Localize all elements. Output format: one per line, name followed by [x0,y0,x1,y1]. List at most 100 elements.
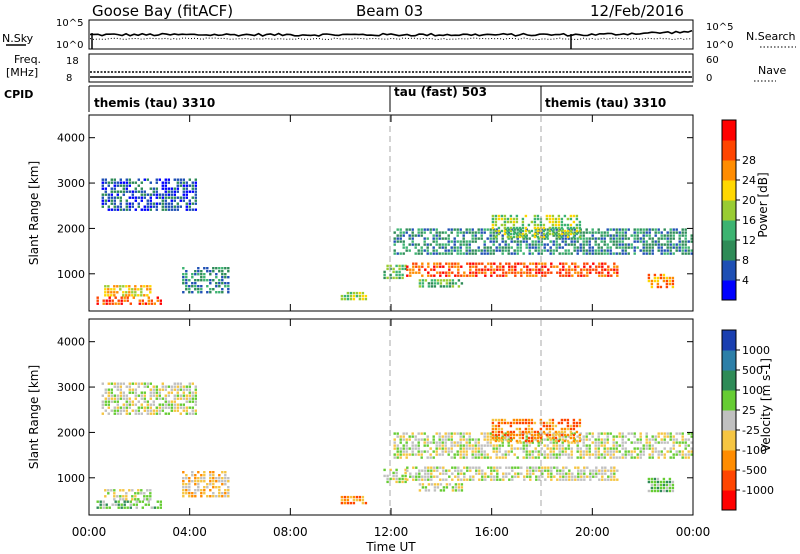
heatmap-cell-band-2 [107,406,110,409]
heatmap-cell-band-6 [681,234,684,237]
heatmap-cell-band-1 [146,285,149,288]
heatmap-cell-band-3 [221,480,224,483]
heatmap-cell-band-3 [182,480,185,483]
heatmap-cell-band-6 [618,450,621,453]
heatmap-cell-band-3 [206,486,209,489]
heatmap-cell-band-6 [657,243,660,246]
heatmap-cell-band-2 [119,205,122,208]
heatmap-cell-band-6 [504,453,507,456]
heatmap-cell-band-6 [522,441,525,444]
heatmap-cell-band-6 [441,441,444,444]
heatmap-cell-band-1 [113,294,116,297]
heatmap-cell-band-6 [606,441,609,444]
heatmap-cell-band-3 [221,267,224,270]
heatmap-cell-band-6 [465,456,468,459]
heatmap-cell-band-10 [665,483,669,487]
heatmap-cell-band-10 [656,279,660,283]
heatmap-cell-band-7 [418,268,421,271]
heatmap-cell-band-6 [495,453,498,456]
heatmap-cell-band-6 [570,252,573,255]
heatmap-cell-band-2 [179,388,182,391]
heatmap-cell-band-6 [489,432,492,435]
heatmap-cell-band-9 [542,226,546,230]
heatmap-cell-band-6 [507,231,510,234]
heatmap-cell-band-2 [152,190,155,193]
heatmap-cell-band-6 [660,438,663,441]
heatmap-cell-band-6 [507,441,510,444]
heatmap-cell-band-2 [164,400,167,403]
heatmap-cell-band-9 [497,217,501,221]
heatmap-cell-band-6 [675,228,678,231]
heatmap-cell-band-1 [122,495,125,498]
heatmap-cell-band-9 [557,217,561,221]
heatmap-cell-band-2 [107,394,110,397]
heatmap-cell-band-3 [194,489,197,492]
heatmap-cell-band-6 [414,444,417,447]
heatmap-cell-band-7 [511,271,514,274]
heatmap-cell-band-6 [456,444,459,447]
time-axis-label: Time UT [365,540,416,554]
heatmap-cell-band-6 [441,435,444,438]
heatmap-cell-band-6 [444,450,447,453]
heatmap-cell-band-6 [636,228,639,231]
heatmap-cell-band-3 [194,273,197,276]
heatmap-cell-band-8 [445,486,449,489]
heatmap-cell-band-6 [543,237,546,240]
heatmap-cell-band-6 [651,240,654,243]
heatmap-cell-band-6 [480,450,483,453]
heatmap-cell-band-0 [141,299,144,302]
heatmap-cell-band-6 [522,432,525,435]
heatmap-cell-band-9 [548,436,552,440]
heatmap-cell-band-9 [566,421,570,425]
heatmap-cell-band-6 [609,447,612,450]
heatmap-cell-band-7 [481,472,484,475]
noise-left-tick-top: 10^5 [56,18,83,29]
heatmap-cell-band-1 [116,495,119,498]
heatmap-cell-band-6 [468,432,471,435]
heatmap-cell-band-7 [562,268,565,271]
heatmap-cell-band-5 [389,477,392,481]
heatmap-cell-band-1 [107,294,110,297]
heatmap-cell-band-6 [465,432,468,435]
heatmap-cell-band-3 [209,495,212,498]
heatmap-cell-band-7 [439,472,442,475]
heatmap-cell-band-0 [126,506,129,509]
heatmap-cell-band-9 [536,439,540,443]
heatmap-cell-band-6 [540,237,543,240]
heatmap-cell-band-7 [478,472,481,475]
heatmap-cell-band-6 [582,456,585,459]
heatmap-cell-band-6 [489,234,492,237]
heatmap-cell-band-6 [633,249,636,252]
heatmap-cell-band-7 [541,271,544,274]
heatmap-cell-band-2 [188,388,191,391]
heatmap-cell-band-6 [678,234,681,237]
heatmap-cell-band-7 [565,478,568,481]
heatmap-cell-band-6 [510,246,513,249]
heatmap-cell-band-6 [615,246,618,249]
heatmap-cell-band-2 [128,406,131,409]
heatmap-cell-band-3 [209,471,212,474]
heatmap-cell-band-0 [132,503,135,506]
heatmap-cell-band-7 [493,262,496,265]
heatmap-cell-band-6 [684,240,687,243]
heatmap-cell-band-6 [537,441,540,444]
heatmap-cell-band-7 [568,271,571,274]
heatmap-cell-band-2 [185,193,188,196]
heatmap-cell-band-2 [170,208,173,211]
heatmap-cell-band-3 [203,477,206,480]
heatmap-cell-band-8 [451,279,455,282]
heatmap-cell-band-6 [450,228,453,231]
heatmap-cell-band-7 [595,466,598,469]
heatmap-cell-band-3 [215,291,218,294]
heatmap-cell-band-2 [131,409,134,412]
heatmap-cell-band-9 [542,232,546,236]
heatmap-cell-band-9 [533,235,537,239]
heatmap-cell-band-2 [182,385,185,388]
heatmap-cell-band-1 [149,492,152,495]
heatmap-cell-band-6 [561,453,564,456]
heatmap-cell-band-6 [411,243,414,246]
heatmap-cell-band-2 [167,196,170,199]
heatmap-cell-band-2 [152,193,155,196]
heatmap-cell-band-7 [484,472,487,475]
heatmap-cell-band-2 [101,412,104,415]
